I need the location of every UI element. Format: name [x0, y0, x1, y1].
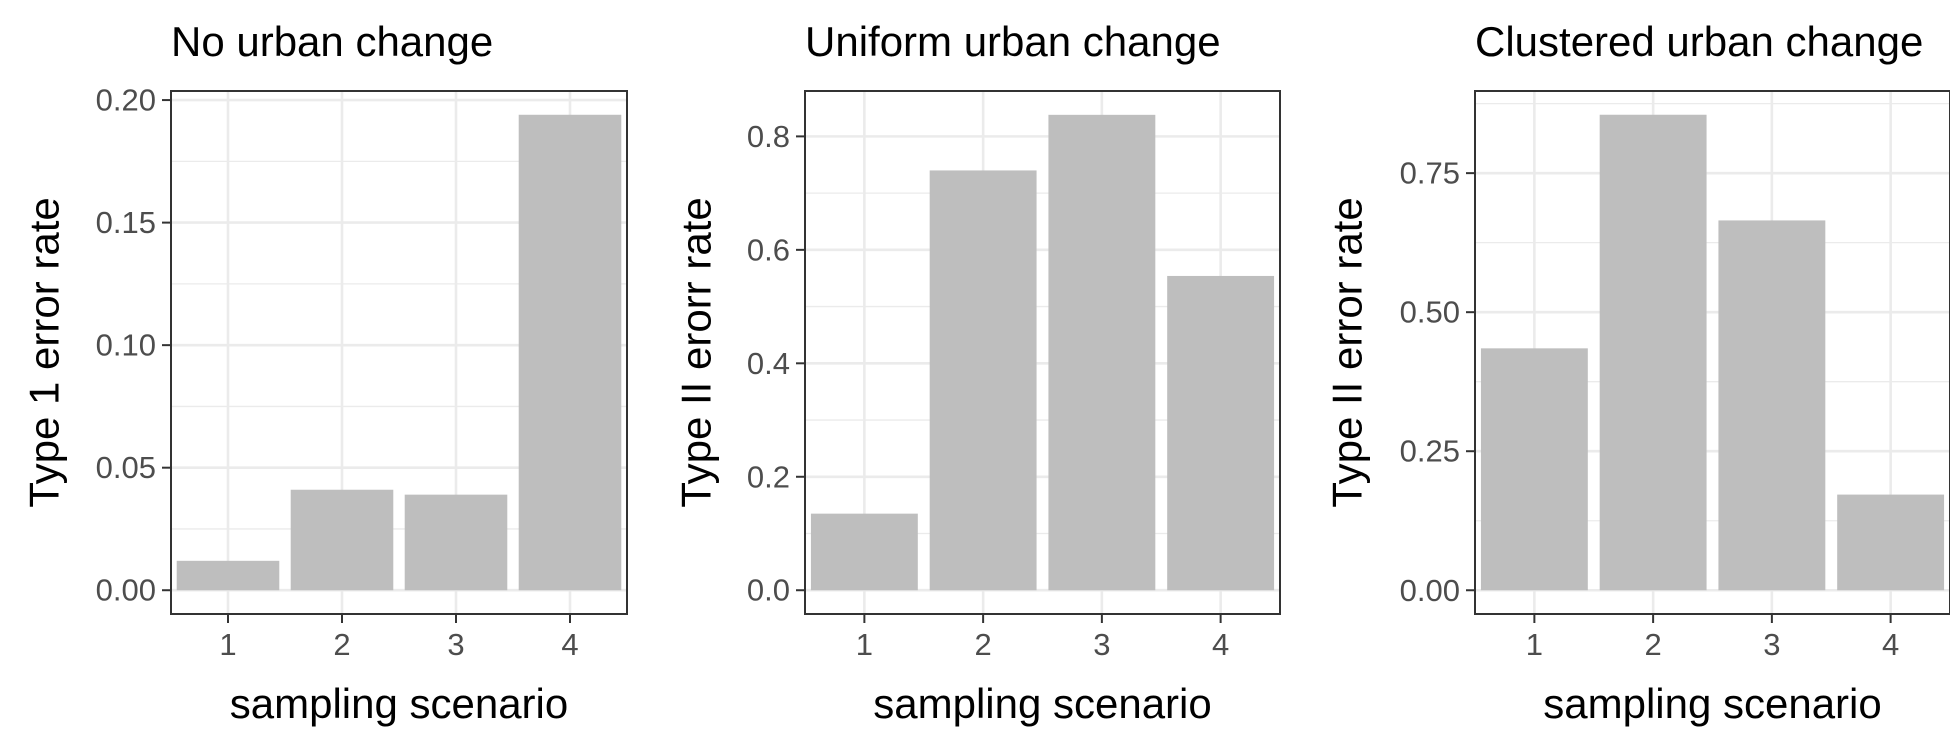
y-tick-label: 0.15 — [96, 205, 156, 240]
x-tick-label: 2 — [333, 627, 350, 662]
x-tick-label: 3 — [447, 627, 464, 662]
y-tick-label: 0.05 — [96, 450, 156, 485]
y-tick-label: 0.0 — [747, 573, 790, 608]
y-tick-label: 0.00 — [1400, 573, 1460, 608]
x-tick-label: 3 — [1763, 627, 1780, 662]
x-tick-label: 3 — [1093, 627, 1110, 662]
bar-2 — [929, 170, 1037, 591]
bar-1 — [176, 560, 280, 591]
x-tick-label: 4 — [1882, 627, 1899, 662]
bar-3 — [404, 494, 508, 591]
x-axis-title: sampling scenario — [230, 680, 569, 727]
bar-1 — [1480, 348, 1588, 591]
bar-4 — [1167, 275, 1275, 591]
plot-area — [1475, 91, 1950, 614]
plot-area — [171, 91, 627, 614]
y-tick-label: 0.25 — [1400, 434, 1460, 469]
panel-border — [1474, 90, 1950, 615]
panel-border — [170, 90, 628, 615]
y-axis-title: Type II error rate — [1324, 197, 1371, 507]
x-tick-label: 4 — [1212, 627, 1229, 662]
x-tick-label: 1 — [1526, 627, 1543, 662]
bar-3 — [1718, 220, 1826, 591]
x-tick-label: 4 — [561, 627, 578, 662]
y-tick-label: 0.4 — [747, 346, 790, 381]
y-tick-label: 0.10 — [96, 328, 156, 363]
y-tick-label: 0.50 — [1400, 295, 1460, 330]
x-tick-label: 2 — [975, 627, 992, 662]
panel-border — [804, 90, 1281, 615]
x-tick-label: 1 — [856, 627, 873, 662]
panel-title: Uniform urban change — [805, 18, 1221, 65]
y-tick-label: 0.00 — [96, 573, 156, 608]
bar-4 — [518, 114, 622, 591]
bar-4 — [1837, 494, 1945, 591]
y-axis-title: Type II erorr rate — [673, 197, 720, 507]
x-tick-label: 2 — [1645, 627, 1662, 662]
plot-area — [805, 91, 1280, 614]
panel-1: 0.00 0.05 0.10 0.15 0.20 1 2 3 4 sampling scenari… — [21, 18, 628, 727]
y-tick-label: 0.6 — [747, 232, 790, 267]
bar-1 — [810, 513, 918, 591]
bar-2 — [1599, 114, 1707, 591]
y-tick-label: 0.20 — [96, 83, 156, 118]
x-tick-label: 1 — [219, 627, 236, 662]
y-tick-label: 0.2 — [747, 459, 790, 494]
x-axis-title: sampling scenario — [1543, 680, 1882, 727]
y-tick-label: 0.8 — [747, 119, 790, 154]
bar-2 — [290, 489, 394, 591]
panel-title: No urban change — [171, 18, 493, 65]
bar-3 — [1048, 114, 1156, 591]
y-tick-label: 0.75 — [1400, 156, 1460, 191]
y-axis-title: Type 1 error rate — [21, 197, 68, 507]
panel-title: Clustered urban change — [1475, 18, 1923, 65]
x-axis-title: sampling scenario — [873, 680, 1212, 727]
